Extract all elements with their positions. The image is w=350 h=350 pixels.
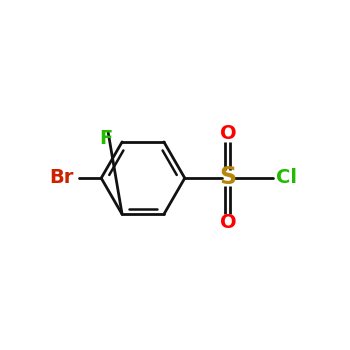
Text: F: F bbox=[99, 129, 113, 148]
Text: S: S bbox=[219, 165, 237, 189]
Text: Br: Br bbox=[49, 168, 74, 187]
Text: Cl: Cl bbox=[276, 168, 297, 187]
Text: O: O bbox=[219, 212, 236, 232]
Text: O: O bbox=[219, 124, 236, 143]
